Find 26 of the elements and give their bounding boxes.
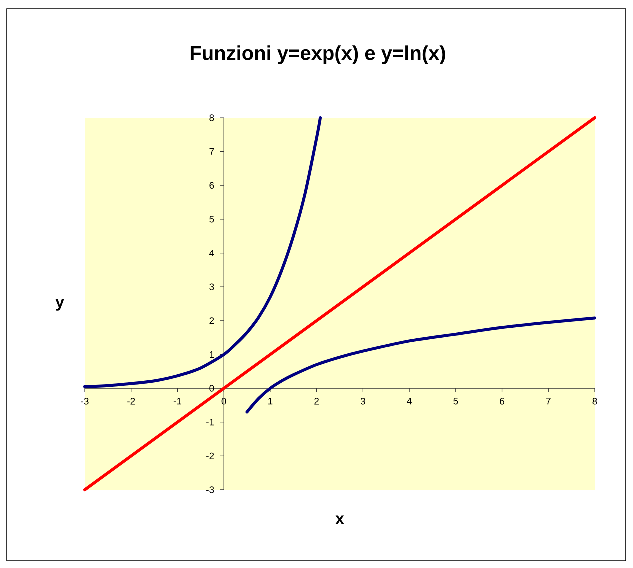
x-tick-label: 1 — [268, 398, 273, 405]
x-tick-label: 4 — [407, 398, 412, 405]
x-tick-label: 6 — [500, 398, 504, 405]
y-tick-label: 2 — [210, 318, 214, 324]
y-tick-label: 4 — [209, 250, 214, 257]
y-tick-label: 6 — [210, 182, 214, 189]
y-tick-label: -2 — [206, 452, 214, 460]
x-tick-label: 5 — [454, 398, 458, 405]
x-tick-label: 2 — [314, 398, 319, 405]
chart-title: Funzioni y=exp(x) e y=ln(x) — [190, 46, 446, 64]
line-series — [246, 316, 596, 414]
y-tick-label: -3 — [206, 486, 214, 494]
y-tick-label: 5 — [210, 216, 214, 223]
x-axis-title: x — [336, 516, 344, 524]
x-tick-label: 7 — [546, 398, 551, 405]
x-tick-label: -2 — [128, 398, 136, 405]
x-tick-label: 8 — [592, 398, 598, 405]
y-tick-label: 3 — [210, 284, 214, 290]
y-tick-label: 7 — [210, 148, 214, 156]
y-tick-label: 8 — [210, 114, 214, 122]
x-tick-label: 3 — [360, 398, 366, 405]
y-tick-label: -1 — [206, 419, 214, 426]
x-tick-label: -1 — [174, 398, 182, 405]
x-tick-label: -3 — [81, 398, 89, 405]
y-axis-title: y — [56, 299, 64, 311]
y-tick-label: 1 — [210, 351, 214, 358]
